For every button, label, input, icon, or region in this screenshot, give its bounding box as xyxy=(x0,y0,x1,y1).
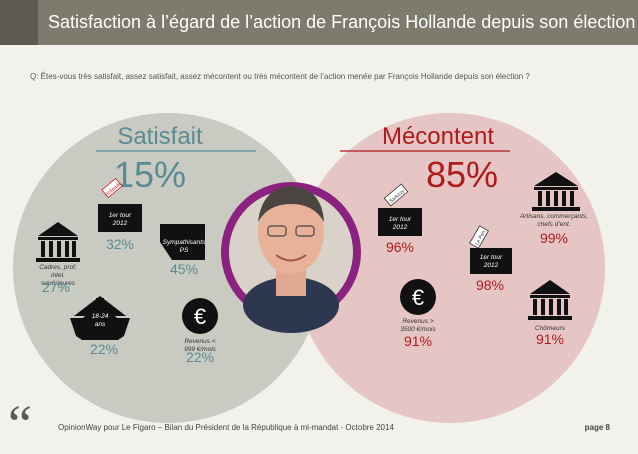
pagoda-icon xyxy=(70,296,130,340)
segment-label: chefs d’ent. xyxy=(537,221,570,228)
page-number: page 8 xyxy=(584,423,610,432)
quote-mark-icon: “ xyxy=(8,394,32,454)
ballot-box-icon: Le Pen xyxy=(469,225,512,274)
segment-value: 22% xyxy=(186,349,214,365)
header-accent xyxy=(0,0,38,45)
euro-icon: € xyxy=(182,298,218,334)
segment-value: 91% xyxy=(404,333,432,349)
tag-icon xyxy=(160,224,205,260)
portrait-photo xyxy=(221,182,361,333)
segment-label: Artisans, commerçants, xyxy=(519,213,588,220)
segment-label: 2012 xyxy=(392,224,408,231)
segment-label: Sympathisants xyxy=(163,239,206,246)
segment-label: 1er tour xyxy=(109,212,132,219)
segment-label: 2012 xyxy=(483,262,499,269)
satisfait-total: 15% xyxy=(114,154,186,195)
building-icon xyxy=(528,280,572,320)
segment-value: 32% xyxy=(106,236,134,252)
segment-label: Cadres, prof. xyxy=(39,264,77,271)
survey-question: Q: Êtes-vous très satisfait, assez satis… xyxy=(30,72,530,81)
segment-label: Chômeurs xyxy=(535,325,566,332)
building-icon xyxy=(532,172,580,211)
mecontent-label: Mécontent xyxy=(382,123,494,150)
segment-label: PS xyxy=(180,247,189,254)
euro-icon: € xyxy=(400,279,436,315)
segment-value: 27% xyxy=(42,279,70,295)
header-bar: Satisfaction à l’égard de l’action de Fr… xyxy=(0,0,638,45)
segment-label: 18-24 xyxy=(92,313,109,320)
segment-label: 3500 €/mois xyxy=(400,326,436,333)
segment-label: supérieures xyxy=(41,280,76,287)
satisfait-circle xyxy=(13,113,323,423)
segment-label: 1er tour xyxy=(389,216,412,223)
venn-chart: Satisfait 15% Mécontent 85% Hollande xyxy=(13,113,605,423)
mecontent-circle xyxy=(295,113,605,423)
segment-value: 45% xyxy=(170,261,198,277)
segment-value: 98% xyxy=(476,277,504,293)
building-icon xyxy=(36,222,80,262)
segment-label: 1er tour xyxy=(480,254,503,261)
segment-label: 2012 xyxy=(112,220,128,227)
segment-label: intel. xyxy=(51,272,65,279)
mecontent-total: 85% xyxy=(426,154,498,195)
svg-text:€: € xyxy=(194,304,206,329)
segment-value: 96% xyxy=(386,239,414,255)
segment-label: Revenus > xyxy=(402,318,433,325)
page-title: Satisfaction à l’égard de l’action de Fr… xyxy=(48,12,636,32)
segment-label: 999 €/mois xyxy=(184,346,217,353)
segment-value: 22% xyxy=(90,341,118,357)
segment-label: Revenus < xyxy=(184,338,215,345)
segment-label: ans xyxy=(95,321,106,328)
svg-text:€: € xyxy=(412,285,424,310)
satisfait-label: Satisfait xyxy=(117,123,203,150)
ballot-box-icon: Hollande xyxy=(98,177,142,232)
segment-value: 91% xyxy=(536,331,564,347)
footer-source: OpinionWay pour Le Figaro – Bilan du Pré… xyxy=(58,423,394,432)
segment-value: 99% xyxy=(540,230,568,246)
